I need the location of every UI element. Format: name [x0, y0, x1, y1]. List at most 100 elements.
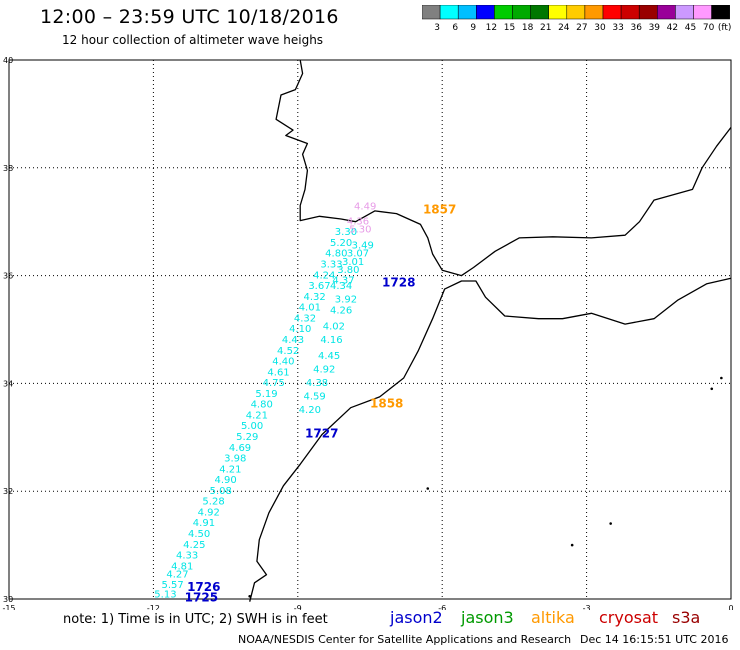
legend-label: 3	[434, 23, 440, 31]
wave-height-value: 5.19	[255, 389, 277, 400]
wave-height-value: 4.02	[323, 322, 345, 333]
pass-time-label: 1858	[370, 397, 403, 411]
legend-label: 42	[667, 23, 678, 31]
wave-height-value: 4.20	[299, 405, 321, 416]
legend-label: 9	[470, 23, 476, 31]
wave-height-value: 4.26	[330, 305, 352, 316]
wave-height-value: 4.91	[193, 518, 215, 529]
legend-label: 12	[486, 23, 497, 31]
wave-height-value: 4.21	[219, 464, 241, 475]
legend-label: 15	[504, 23, 515, 31]
wave-height-value: 3.33	[320, 260, 342, 271]
lat-tick-label: 36	[3, 272, 13, 281]
wave-height-value: 3.07	[347, 249, 369, 260]
legend-label: 18	[522, 23, 534, 31]
wave-height-value: 4.37	[332, 276, 354, 287]
legend-label: 33	[612, 23, 623, 31]
legend-label: 70	[703, 23, 715, 31]
island	[609, 522, 612, 525]
lon-tick-label: -15	[2, 604, 15, 610]
wave-height-value: 4.01	[299, 303, 321, 314]
wave-height-value: 3.98	[224, 454, 246, 465]
wave-height-value: 4.45	[318, 351, 340, 362]
wave-height-value: 5.20	[330, 238, 352, 249]
wave-height-value: 4.24	[313, 270, 335, 281]
wave-height-value: 4.27	[166, 569, 188, 580]
legend-label: (ft)	[718, 23, 732, 31]
wave-height-value: 4.90	[214, 475, 236, 486]
wave-height-value: 4.21	[246, 410, 268, 421]
page-title: 12:00 – 23:59 UTC 10/18/2016	[40, 6, 339, 28]
pass-time-label: 1728	[382, 275, 415, 289]
lat-tick-label: 38	[3, 164, 13, 173]
island	[570, 543, 574, 547]
wave-height-value-pink: 4.49	[354, 201, 376, 212]
legend-label: 27	[576, 23, 587, 31]
pass-time-label: 1727	[305, 426, 338, 440]
pass-time-label: 1726	[187, 580, 220, 594]
credit-text: NOAA/NESDIS Center for Satellite Applica…	[238, 633, 572, 646]
legend-swatch	[711, 5, 730, 20]
wave-height-value: 3.49	[352, 241, 374, 252]
coastline	[248, 59, 732, 602]
lat-tick-label: 34	[3, 379, 13, 388]
footer-note: note: 1) Time is in UTC; 2) SWH is in fe…	[63, 612, 328, 627]
legend-label: 24	[558, 23, 570, 31]
wave-height-value: 3.30	[335, 227, 357, 238]
lat-tick-label: 32	[3, 487, 13, 496]
pass-time-label: 1725	[185, 591, 218, 605]
wave-height-value: 4.80	[325, 249, 347, 260]
wave-height-value: 3.01	[342, 257, 364, 268]
wave-height-legend: 3 6 9 12 15 18 21 24 27 30 33 36 39 42 45 70 (ft)	[422, 5, 732, 31]
island	[426, 487, 430, 490]
map-frame	[8, 59, 732, 600]
satellite-altika: altika	[531, 608, 575, 627]
wave-height-value-pink: 4.36	[347, 216, 369, 227]
island	[710, 387, 714, 391]
legend-label: 21	[540, 23, 551, 31]
wave-height-value: 4.32	[304, 292, 326, 303]
wave-height-value: 5.13	[154, 589, 176, 600]
legend-label: 6	[452, 23, 458, 31]
wave-height-value: 4.52	[277, 346, 299, 357]
satellite-jason2: jason2	[390, 608, 443, 627]
coastline-iberia	[275, 59, 732, 277]
wave-height-value: 4.75	[263, 378, 285, 389]
wave-height-value: 3.92	[335, 295, 357, 306]
wave-height-value-pink: 5.30	[349, 224, 371, 235]
satellite-s3a: s3a	[672, 608, 701, 627]
lon-tick-label: 0	[728, 604, 733, 610]
page-subtitle: 12 hour collection of altimeter wave hei…	[62, 33, 324, 47]
wave-height-value: 4.32	[294, 313, 316, 324]
legend-label: 39	[649, 23, 661, 31]
wave-height-value: 5.29	[236, 432, 258, 443]
legend-label: 30	[594, 23, 606, 31]
wave-height-value: 5.57	[162, 580, 184, 591]
lon-tick-label: -6	[438, 604, 446, 610]
wave-height-value: 3.80	[337, 265, 359, 276]
wave-height-value: 4.33	[176, 551, 198, 562]
wave-height-value: 4.81	[171, 561, 193, 572]
wave-height-value: 4.38	[306, 378, 328, 389]
lat-tick-label: 40	[3, 56, 13, 65]
satellite-jason3: jason3	[461, 608, 514, 627]
wave-height-value: 4.16	[320, 335, 342, 346]
satellite-cryosat: cryosat	[599, 608, 659, 627]
wave-height-value: 4.40	[272, 357, 294, 368]
wave-height-value: 4.10	[289, 324, 311, 335]
wave-height-value: 4.25	[183, 540, 205, 551]
legend-label: 36	[630, 23, 642, 31]
lon-tick-label: -3	[583, 604, 591, 610]
wave-height-value: 4.34	[330, 281, 352, 292]
wave-height-value: 4.50	[188, 529, 210, 540]
wave-height-value: 4.43	[282, 335, 304, 346]
timestamp-text: Dec 14 16:15:51 UTC 2016	[580, 633, 729, 646]
coastline-africa	[249, 277, 732, 602]
lon-tick-label: -9	[294, 604, 302, 610]
lat-tick-label: 30	[3, 595, 13, 604]
legend-label: 45	[685, 23, 696, 31]
wave-height-value: 5.08	[210, 486, 232, 497]
lon-tick-label: -12	[147, 604, 160, 610]
island	[248, 595, 251, 598]
